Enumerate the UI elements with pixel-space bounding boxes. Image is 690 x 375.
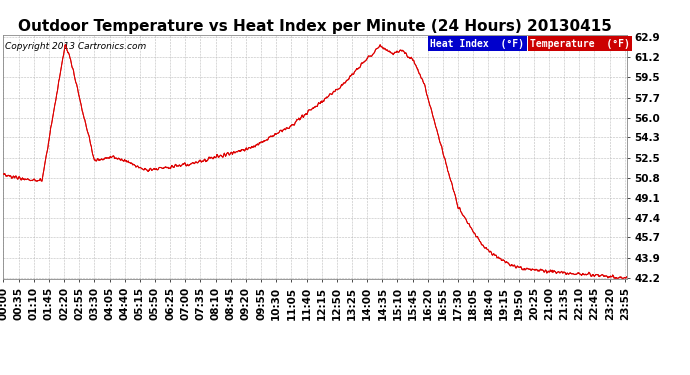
Text: Temperature  (°F): Temperature (°F): [530, 39, 630, 48]
Title: Outdoor Temperature vs Heat Index per Minute (24 Hours) 20130415: Outdoor Temperature vs Heat Index per Mi…: [18, 19, 612, 34]
Text: Heat Index  (°F): Heat Index (°F): [431, 39, 524, 48]
Text: Copyright 2013 Cartronics.com: Copyright 2013 Cartronics.com: [5, 42, 146, 51]
